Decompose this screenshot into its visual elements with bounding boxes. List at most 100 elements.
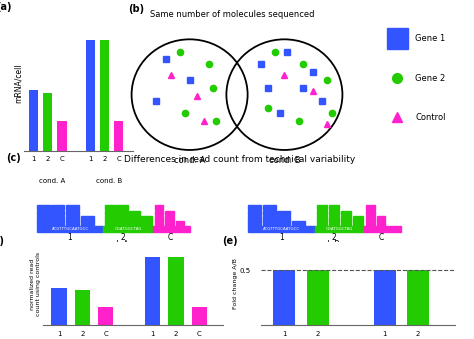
Bar <box>98 307 113 325</box>
Bar <box>86 40 95 151</box>
Text: (e): (e) <box>222 236 237 246</box>
Bar <box>307 270 328 325</box>
Bar <box>103 226 153 233</box>
Bar <box>341 211 351 215</box>
Bar <box>165 211 174 215</box>
Bar <box>353 216 363 221</box>
Bar <box>57 121 66 151</box>
Bar <box>248 221 261 226</box>
Bar <box>117 216 128 221</box>
Bar <box>51 211 64 215</box>
Bar <box>153 226 190 233</box>
Bar <box>366 205 375 210</box>
Bar <box>248 216 261 221</box>
Bar <box>248 211 261 215</box>
Bar <box>317 211 327 215</box>
Bar <box>66 221 79 226</box>
Bar <box>175 221 184 226</box>
Bar <box>117 205 128 210</box>
Bar <box>155 221 164 226</box>
Bar <box>263 211 275 215</box>
Bar <box>36 216 50 221</box>
Bar <box>263 205 275 210</box>
Bar <box>66 216 79 221</box>
Bar <box>36 205 50 210</box>
Text: 1: 1 <box>279 233 283 242</box>
Bar <box>387 28 408 48</box>
Bar <box>51 216 64 221</box>
Bar <box>353 221 363 226</box>
Text: cond. A: cond. A <box>100 240 128 250</box>
Text: cond. B: cond. B <box>311 240 340 250</box>
Bar <box>277 211 290 215</box>
Bar <box>273 270 295 325</box>
Bar <box>141 216 152 221</box>
Text: CGATGGCTAG: CGATGGCTAG <box>326 227 353 231</box>
Y-axis label: Fold change A/B: Fold change A/B <box>234 258 238 310</box>
Bar <box>117 211 128 215</box>
Text: (d): (d) <box>0 236 5 246</box>
Text: (a): (a) <box>0 2 12 12</box>
Bar <box>366 221 375 226</box>
Text: 2: 2 <box>332 233 337 242</box>
Bar <box>317 221 327 226</box>
Bar <box>51 221 64 226</box>
Bar <box>315 226 365 233</box>
Bar <box>141 221 152 226</box>
Bar <box>129 216 140 221</box>
Y-axis label: normalized read
count using controls: normalized read count using controls <box>30 252 41 316</box>
Text: Gene 1: Gene 1 <box>415 34 446 43</box>
Bar <box>277 221 290 226</box>
Bar <box>317 216 327 221</box>
Bar <box>328 211 339 215</box>
Bar <box>407 270 429 325</box>
Bar <box>100 40 109 151</box>
Text: cond. A: cond. A <box>39 178 65 184</box>
Bar <box>105 216 116 221</box>
Y-axis label: mRNA/cell: mRNA/cell <box>13 63 22 103</box>
Bar <box>105 205 116 210</box>
Bar <box>328 216 339 221</box>
Bar <box>66 211 79 215</box>
Bar <box>165 221 174 226</box>
Bar <box>376 221 385 226</box>
Bar <box>52 288 67 325</box>
Bar <box>192 307 207 325</box>
Bar <box>248 226 315 233</box>
Bar <box>168 257 183 325</box>
Bar <box>29 90 38 151</box>
Bar <box>117 221 128 226</box>
Text: C: C <box>379 233 384 242</box>
Text: Control: Control <box>415 113 446 122</box>
Text: cond. B: cond. B <box>269 157 300 165</box>
Bar <box>341 216 351 221</box>
Bar <box>66 205 79 210</box>
Text: (c): (c) <box>7 153 21 163</box>
Bar <box>165 216 174 221</box>
Bar <box>105 221 116 226</box>
Text: Same number of molecules sequenced: Same number of molecules sequenced <box>150 10 315 19</box>
Bar <box>376 216 385 221</box>
Text: Gene 2: Gene 2 <box>415 74 446 83</box>
Bar <box>155 211 164 215</box>
Text: 2: 2 <box>120 233 125 242</box>
Bar <box>75 290 90 325</box>
Bar <box>366 211 375 215</box>
Text: Differences in read count from technical variability: Differences in read count from technical… <box>124 155 355 164</box>
Text: (b): (b) <box>128 3 144 14</box>
Bar <box>36 226 103 233</box>
Text: cond. B: cond. B <box>96 178 122 184</box>
Bar <box>155 205 164 210</box>
Text: C: C <box>168 233 173 242</box>
Bar <box>36 221 50 226</box>
Bar <box>145 257 160 325</box>
Bar <box>263 216 275 221</box>
Text: CGATGGCTAG: CGATGGCTAG <box>115 227 142 231</box>
Bar <box>374 270 396 325</box>
Bar <box>81 216 93 221</box>
Bar <box>292 221 305 226</box>
Text: cond. A: cond. A <box>174 157 205 165</box>
Bar <box>366 216 375 221</box>
Bar <box>51 205 64 210</box>
Bar <box>155 216 164 221</box>
